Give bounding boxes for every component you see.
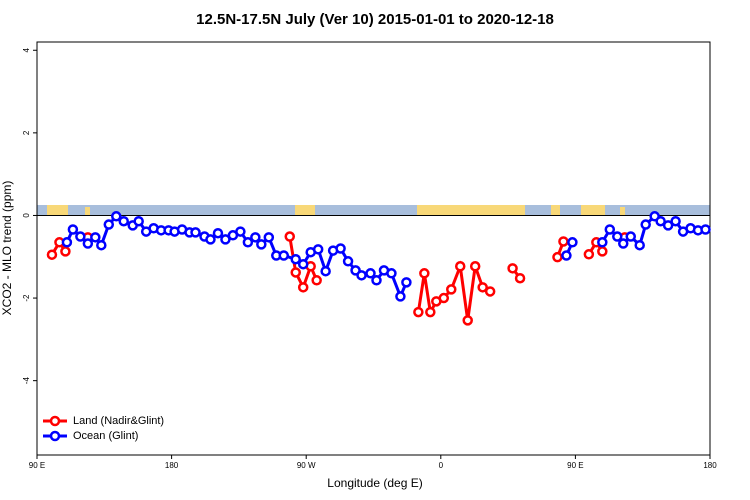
data-point [61,237,73,248]
data-point [356,270,367,281]
data-point [386,268,397,279]
data-point [597,246,608,257]
data-point [335,243,346,254]
land-patch [581,205,605,216]
data-point [290,253,301,265]
data-point [552,251,563,263]
data-point [118,215,129,227]
legend-marker [49,415,61,427]
chart-title: 12.5N-17.5N July (Ver 10) 2015-01-01 to … [196,11,554,28]
data-point [297,282,309,293]
data-point [365,268,376,279]
data-point [371,275,382,286]
y-tick-label: -2 [22,294,31,302]
data-point [425,306,436,318]
data-point [454,261,466,272]
data-point [284,231,295,242]
data-point [342,256,354,267]
data-point [612,231,623,242]
data-point [242,237,254,248]
x-tick-label: 90 E [29,461,45,470]
data-point [235,226,246,237]
data-point [401,277,412,288]
data-point [634,239,645,251]
y-tick-label: 4 [22,47,31,52]
data-point [419,268,430,279]
data-point [250,232,261,243]
y-tick-label: 0 [22,213,31,218]
data-point [700,224,711,235]
data-point [220,234,231,245]
land-patch [551,205,560,216]
data-point [618,238,629,249]
x-tick-label: 90 W [297,461,316,470]
legend-label: Ocean (Glint) [73,430,138,442]
x-tick-label: 180 [703,461,717,470]
y-axis-label: XCO2 - MLO trend (ppm) [0,181,14,316]
data-point [212,227,224,239]
plot-frame [36,41,711,456]
data-point [413,306,424,318]
data-point [190,227,201,238]
data-point [103,219,115,230]
y-tick-label: 2 [22,130,31,135]
data-point [312,244,324,255]
data-point [67,224,79,235]
data-point [90,232,101,243]
data-point [205,234,216,245]
legend-label: Land (Nadir&Glint) [73,415,164,427]
x-tick-label: 180 [165,461,179,470]
data-point [583,249,595,260]
data-point [278,250,290,261]
x-tick-label: 0 [439,461,444,470]
x-tick-label: 90 E [567,461,583,470]
data-point [640,219,651,230]
y-tick-label: -4 [22,377,31,385]
data-point [558,236,569,247]
data-point [111,211,122,222]
data-point [82,238,94,249]
land-patch [620,207,625,216]
data-point [597,237,608,248]
data-point [604,224,616,235]
data-point [625,231,636,242]
ocean-band [37,205,710,216]
data-point [670,215,681,227]
data-point [263,232,275,243]
data-point [133,215,144,227]
data-point [395,291,406,302]
data-point [514,272,526,284]
data-point [446,284,457,295]
land-patch [417,205,525,216]
data-point [567,237,578,248]
data-point [561,250,572,261]
data-point [311,275,322,286]
data-point [297,258,309,270]
data-point [462,315,473,326]
data-point [46,249,58,260]
data-point [75,231,86,242]
surface-band [37,205,710,216]
x-axis-label: Longitude (deg E) [327,476,422,490]
data-point [655,215,666,227]
land-patch [85,207,90,216]
data-point [438,292,450,304]
data-point [507,263,518,274]
data-point [484,286,496,297]
data-point [469,261,481,272]
land-patch [295,205,315,216]
data-point [662,220,674,231]
data-point [320,265,331,277]
data-point [256,239,267,250]
legend-marker [49,430,61,442]
data-point [60,246,71,257]
land-patch [47,205,68,216]
data-point [96,239,107,251]
data-point [477,282,488,293]
data-point [290,267,301,278]
